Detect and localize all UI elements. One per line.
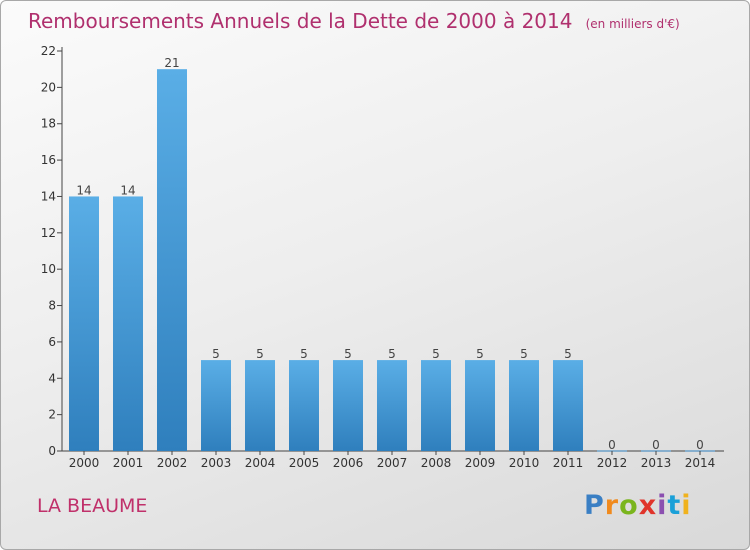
data-label: 0 <box>652 438 660 452</box>
data-label: 5 <box>300 347 308 361</box>
bar-2008 <box>421 360 451 451</box>
x-tick-label: 2013 <box>641 456 672 470</box>
y-tick-label: 2 <box>48 408 56 422</box>
y-tick-label: 14 <box>41 189 56 203</box>
data-label: 5 <box>432 347 440 361</box>
commune-name: LA BEAUME <box>37 495 148 517</box>
logo-letter: i <box>657 490 668 521</box>
data-label: 5 <box>344 347 352 361</box>
x-tick-label: 2008 <box>421 456 452 470</box>
x-tick-label: 2010 <box>509 456 540 470</box>
data-label: 5 <box>520 347 528 361</box>
data-label: 5 <box>256 347 264 361</box>
x-tick-label: 2000 <box>69 456 100 470</box>
x-tick-label: 2005 <box>289 456 320 470</box>
x-tick-label: 2002 <box>157 456 188 470</box>
bar-2005 <box>289 360 319 451</box>
bar-2002 <box>157 69 187 451</box>
x-tick-label: 2006 <box>333 456 364 470</box>
y-tick-label: 20 <box>41 80 56 94</box>
x-tick-label: 2003 <box>201 456 232 470</box>
chart-title: Remboursements Annuels de la Dette de 20… <box>28 9 573 33</box>
data-label: 0 <box>696 438 704 452</box>
logo-letter: o <box>619 490 639 521</box>
x-tick-label: 2012 <box>597 456 628 470</box>
x-tick-label: 2011 <box>553 456 584 470</box>
bar-2010 <box>509 360 539 451</box>
logo-letter: t <box>667 490 682 521</box>
bar-2007 <box>377 360 407 451</box>
data-label: 14 <box>76 183 91 197</box>
y-tick-label: 4 <box>48 371 56 385</box>
x-tick-label: 2009 <box>465 456 496 470</box>
bar-2006 <box>333 360 363 451</box>
y-tick-label: 0 <box>48 444 56 458</box>
bar-2000 <box>69 196 99 451</box>
y-tick-label: 6 <box>48 335 56 349</box>
x-tick-label: 2001 <box>113 456 144 470</box>
logo-letter: r <box>604 490 620 521</box>
x-tick-label: 2014 <box>685 456 716 470</box>
data-label: 14 <box>120 183 135 197</box>
y-tick-label: 18 <box>41 117 56 131</box>
bar-2009 <box>465 360 495 451</box>
data-label: 5 <box>388 347 396 361</box>
data-label: 5 <box>212 347 220 361</box>
logo-letter: P <box>584 490 605 521</box>
x-tick-label: 2007 <box>377 456 408 470</box>
bar-2011 <box>553 360 583 451</box>
data-label: 5 <box>476 347 484 361</box>
y-tick-label: 12 <box>41 226 56 240</box>
y-tick-label: 10 <box>41 262 56 276</box>
bar-2001 <box>113 196 143 451</box>
logo-letter: x <box>638 490 658 521</box>
logo-letter: i <box>681 490 692 521</box>
data-label: 0 <box>608 438 616 452</box>
proxiti-logo: Proxiti <box>584 490 692 521</box>
bar-2004 <box>245 360 275 451</box>
data-label: 21 <box>164 56 179 70</box>
y-tick-label: 16 <box>41 153 56 167</box>
bar-2003 <box>201 360 231 451</box>
x-tick-label: 2004 <box>245 456 276 470</box>
data-label: 5 <box>564 347 572 361</box>
chart-unit: (en milliers d'€) <box>585 17 680 31</box>
chart-title-row: Remboursements Annuels de la Dette de 20… <box>28 9 680 33</box>
y-tick-label: 8 <box>48 299 56 313</box>
y-tick-label: 22 <box>41 44 56 58</box>
